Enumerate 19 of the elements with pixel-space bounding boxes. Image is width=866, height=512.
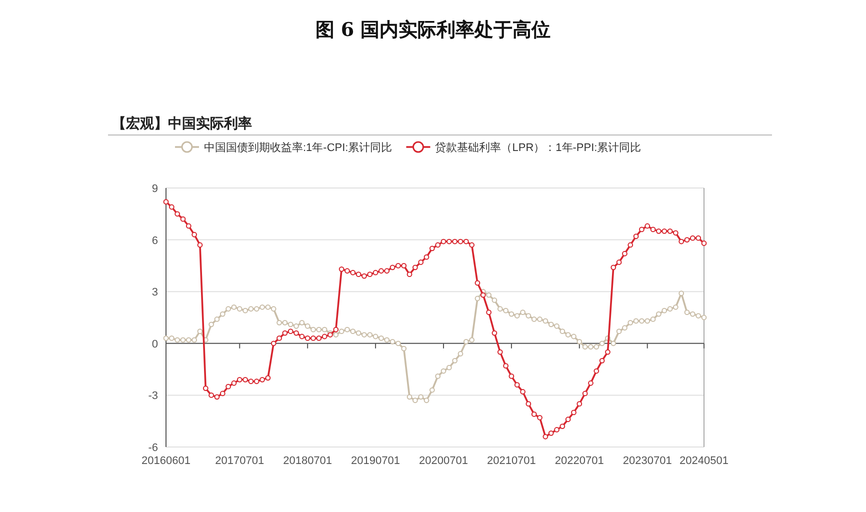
xtick: 20170701 <box>215 455 264 467</box>
ytick: 9 <box>152 183 158 195</box>
ytick: 0 <box>152 338 158 350</box>
ytick: -6 <box>148 442 158 454</box>
subtitle: 【宏观】中国实际利率 <box>112 115 252 131</box>
xtick: 20190701 <box>351 455 400 467</box>
xtick: 20200701 <box>419 455 468 467</box>
xtick: 20160601 <box>142 455 190 467</box>
xtick: 20220701 <box>554 455 604 467</box>
xtick: 20210701 <box>486 455 536 467</box>
title: 图 6 国内实际利率处于高位 <box>315 19 551 41</box>
xtick: 20230701 <box>622 455 672 467</box>
xtick: 20240501 <box>680 455 728 467</box>
xtick: 20180701 <box>283 455 332 467</box>
ytick: -3 <box>148 390 158 402</box>
ytick: 3 <box>152 286 158 299</box>
ytick: 6 <box>152 234 158 247</box>
legend-label: 贷款基础利率（LPR）：1年-PPI:累计同比 <box>435 141 642 154</box>
legend-label: 中国国债到期收益率:1年-CPI:累计同比 <box>204 141 392 154</box>
